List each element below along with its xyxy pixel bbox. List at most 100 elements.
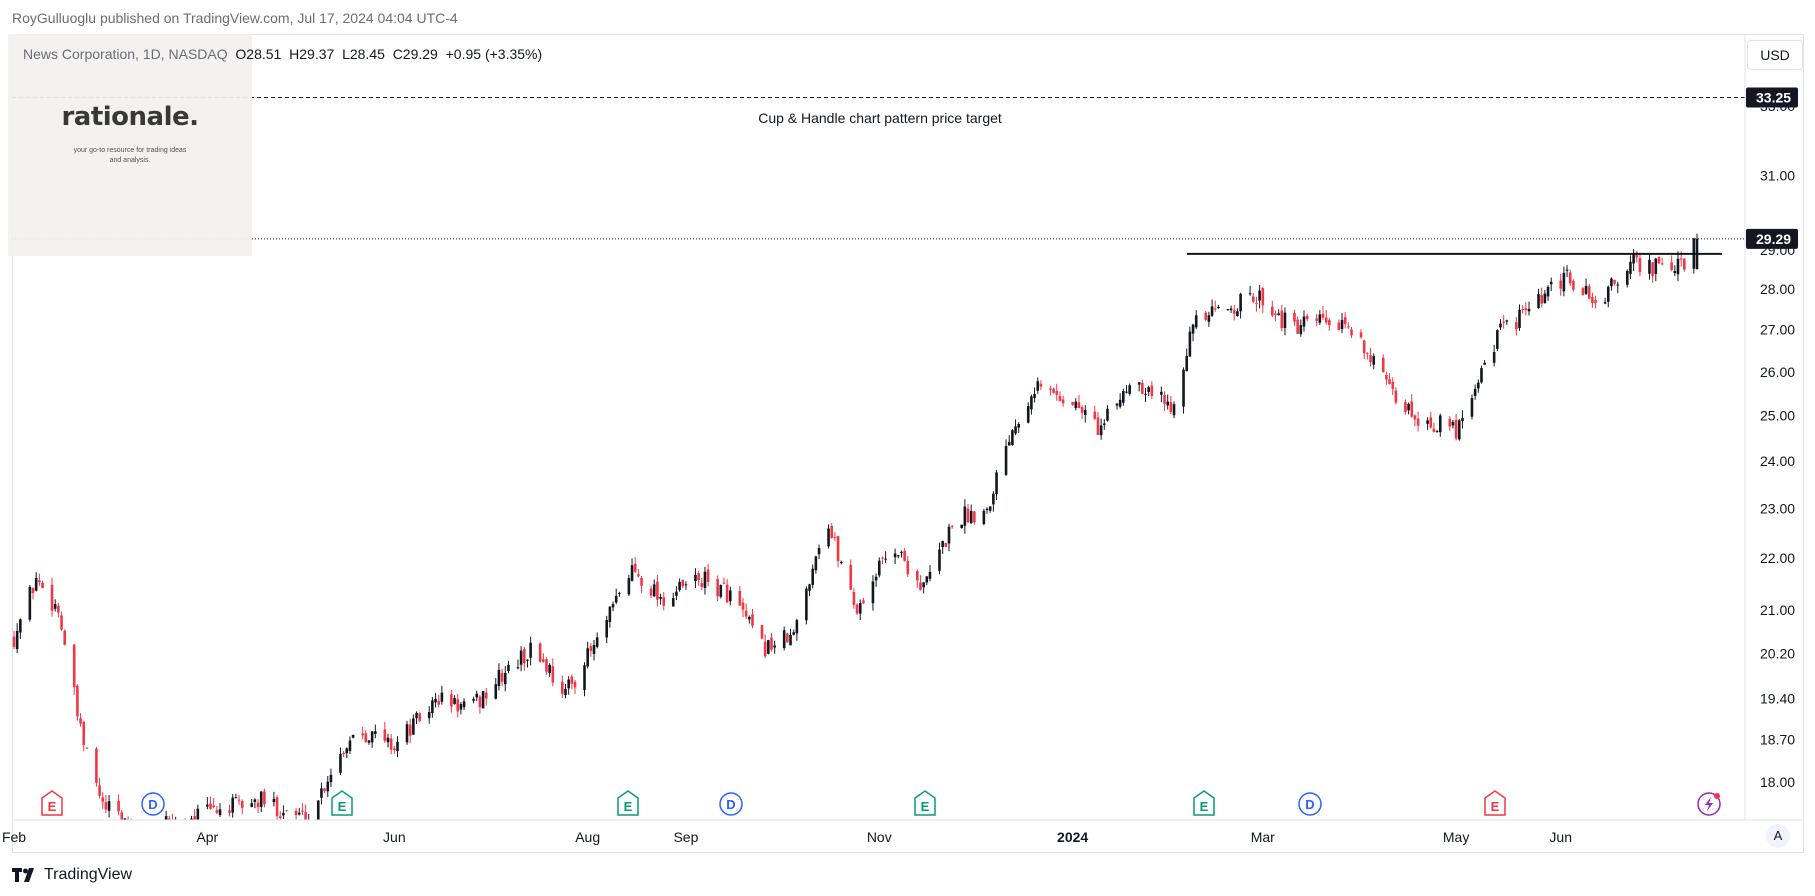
splits-marker-icon[interactable] bbox=[1697, 792, 1721, 816]
candle bbox=[1058, 391, 1062, 402]
candle-body bbox=[966, 508, 970, 523]
candle bbox=[1683, 258, 1686, 272]
candle bbox=[877, 557, 881, 578]
candle bbox=[1340, 313, 1344, 334]
earnings-marker-icon[interactable]: E bbox=[41, 790, 63, 816]
candle bbox=[1077, 394, 1081, 409]
candle bbox=[259, 791, 263, 813]
candle-body bbox=[1321, 313, 1325, 318]
candle bbox=[805, 586, 808, 625]
candle bbox=[427, 706, 431, 724]
earnings-marker-icon[interactable]: E bbox=[617, 790, 639, 816]
candle-body bbox=[431, 700, 434, 714]
candle bbox=[900, 550, 903, 558]
candle-body bbox=[82, 721, 86, 745]
candle bbox=[1410, 394, 1414, 418]
candle-body bbox=[231, 797, 234, 813]
candle bbox=[1305, 313, 1309, 322]
candle bbox=[1543, 290, 1547, 304]
auto-scale-button[interactable]: A bbox=[1766, 824, 1790, 848]
candle bbox=[1036, 377, 1040, 394]
candle-body bbox=[1660, 263, 1664, 265]
candle-body bbox=[494, 684, 498, 699]
candle bbox=[849, 559, 853, 590]
currency-button[interactable]: USD bbox=[1747, 40, 1803, 70]
candle-body bbox=[1559, 280, 1563, 289]
candle-body bbox=[1673, 270, 1677, 274]
time-tick-label: Apr bbox=[196, 829, 218, 845]
candle bbox=[1638, 254, 1642, 277]
candle-body bbox=[453, 698, 456, 705]
candle bbox=[1537, 288, 1540, 309]
candle bbox=[659, 593, 662, 605]
candle-body bbox=[34, 577, 38, 591]
candle-body bbox=[627, 578, 631, 595]
earnings-marker-icon[interactable]: E bbox=[1193, 790, 1215, 816]
candle bbox=[671, 592, 675, 607]
candle bbox=[1527, 301, 1531, 316]
candle-body bbox=[789, 634, 792, 646]
price-tick-label: 31.00 bbox=[1760, 168, 1795, 184]
candle bbox=[706, 563, 710, 587]
price-tick-label: 21.00 bbox=[1760, 602, 1795, 618]
candle-body bbox=[307, 822, 310, 828]
candle bbox=[1610, 277, 1613, 291]
candle bbox=[1359, 329, 1363, 339]
candle-body bbox=[1270, 306, 1274, 316]
candle bbox=[1629, 255, 1632, 280]
candle-body bbox=[1080, 407, 1084, 413]
candle-body bbox=[1137, 382, 1141, 385]
candle-body bbox=[1036, 381, 1040, 391]
candle bbox=[1416, 411, 1420, 432]
candle-body bbox=[1527, 308, 1531, 312]
candle-body bbox=[1648, 259, 1651, 274]
candle bbox=[1568, 269, 1572, 287]
candle-body bbox=[874, 576, 878, 581]
candle-body bbox=[1461, 417, 1464, 421]
rationale-logo: rationale. your go-to resource for tradi… bbox=[8, 34, 252, 256]
candle-body bbox=[209, 803, 212, 809]
candle-body bbox=[833, 536, 837, 538]
dividend-marker-icon[interactable]: D bbox=[141, 792, 165, 816]
candle bbox=[63, 629, 67, 646]
candle-body bbox=[1144, 393, 1147, 395]
candle-body bbox=[637, 574, 640, 577]
candle bbox=[196, 804, 200, 820]
earnings-marker-icon[interactable]: E bbox=[331, 790, 353, 816]
candle bbox=[1581, 286, 1585, 296]
candle-body bbox=[361, 733, 364, 736]
candle bbox=[1347, 322, 1350, 330]
candle bbox=[1137, 382, 1141, 392]
svg-text:E: E bbox=[624, 799, 633, 814]
candle-body bbox=[412, 718, 415, 735]
candle bbox=[1055, 383, 1059, 401]
candle-body bbox=[659, 597, 662, 599]
candle bbox=[960, 524, 963, 529]
earnings-marker-icon[interactable]: E bbox=[914, 790, 936, 816]
candle bbox=[1229, 305, 1233, 313]
candle bbox=[507, 660, 510, 674]
candle-body bbox=[1505, 320, 1509, 322]
candle-body bbox=[748, 616, 751, 620]
candle-body bbox=[614, 596, 618, 603]
candle bbox=[583, 662, 586, 697]
dividend-marker-icon[interactable]: D bbox=[719, 792, 743, 816]
candle bbox=[1546, 285, 1550, 301]
candle bbox=[770, 632, 773, 652]
candle-body bbox=[250, 803, 254, 807]
candle-body bbox=[53, 604, 57, 609]
candle bbox=[1026, 402, 1030, 424]
price-tick-label: 25.00 bbox=[1760, 408, 1795, 424]
candle bbox=[253, 798, 257, 809]
earnings-marker-icon[interactable]: E bbox=[1484, 790, 1506, 816]
candle-body bbox=[1204, 312, 1208, 320]
candle bbox=[1226, 308, 1230, 311]
candle-body bbox=[1521, 308, 1524, 310]
candle-body bbox=[259, 791, 263, 807]
dividend-marker-icon[interactable]: D bbox=[1298, 792, 1322, 816]
candle-body bbox=[1606, 286, 1610, 302]
candle bbox=[1071, 401, 1074, 406]
candle bbox=[1461, 410, 1464, 429]
candle-body bbox=[297, 812, 301, 815]
